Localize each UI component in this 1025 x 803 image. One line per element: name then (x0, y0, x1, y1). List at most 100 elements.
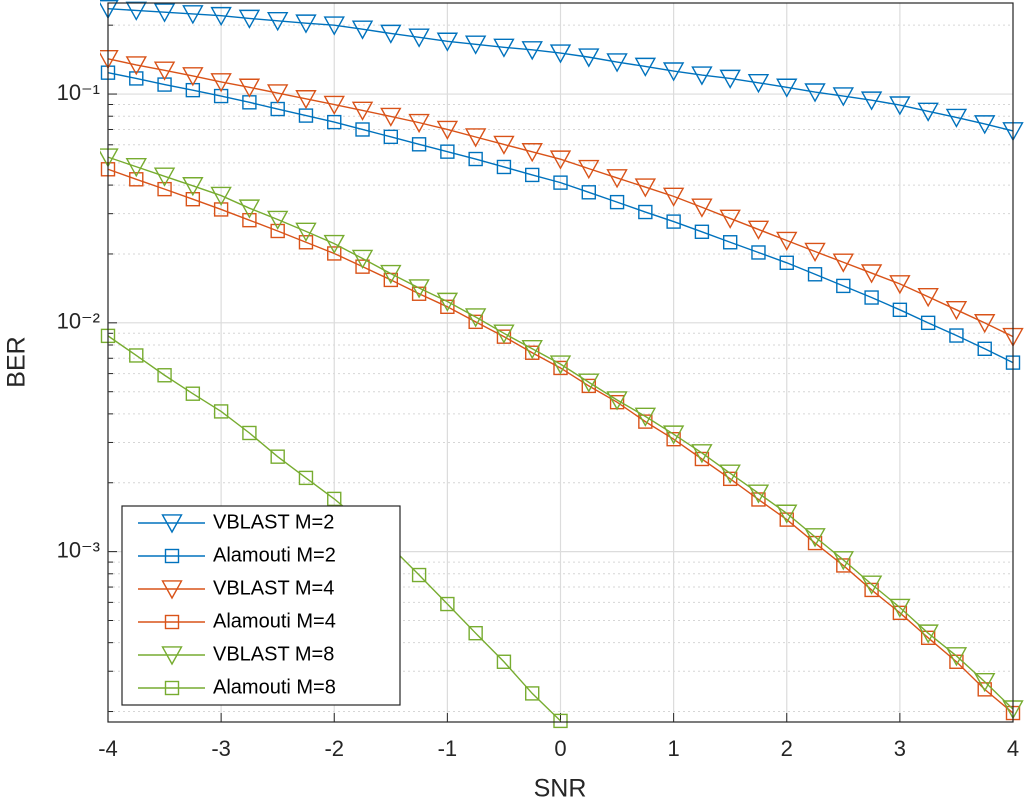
marker (129, 71, 144, 86)
marker (889, 96, 911, 116)
marker (691, 66, 713, 86)
marker (776, 504, 798, 524)
legend-label: VBLAST M=4 (213, 577, 334, 599)
marker (242, 425, 257, 441)
marker (125, 56, 147, 76)
legend-label: Alamouti M=2 (213, 544, 336, 566)
marker (662, 425, 685, 445)
marker (161, 580, 183, 600)
marker (496, 654, 512, 669)
marker (323, 95, 345, 115)
x-tick-label: -1 (438, 736, 458, 761)
marker (691, 198, 713, 218)
marker (464, 35, 487, 55)
marker (581, 185, 596, 200)
x-tick-label: -2 (324, 736, 344, 761)
marker (974, 672, 996, 693)
marker (380, 24, 402, 44)
marker (776, 78, 798, 98)
marker (945, 301, 968, 321)
marker (161, 646, 183, 666)
marker (440, 596, 455, 612)
marker (295, 222, 317, 242)
marker (270, 449, 285, 464)
marker (634, 57, 657, 77)
marker (125, 1, 147, 21)
marker (945, 647, 968, 667)
marker (355, 259, 370, 274)
marker (295, 90, 317, 110)
marker (153, 3, 176, 23)
marker (153, 61, 176, 81)
marker (606, 53, 628, 73)
marker (606, 391, 628, 411)
marker (553, 713, 568, 729)
marker (549, 150, 572, 170)
x-tick-label: 1 (668, 736, 680, 761)
marker (634, 407, 657, 427)
marker (836, 278, 851, 294)
marker (832, 551, 855, 571)
marker (161, 514, 183, 534)
marker (974, 314, 996, 334)
marker (917, 102, 939, 122)
legend-label: Alamouti M=8 (213, 676, 336, 698)
marker (238, 9, 261, 29)
legend-label: Alamouti M=4 (213, 610, 336, 632)
marker (210, 186, 232, 207)
marker (411, 567, 427, 583)
legend: VBLAST M=2 Alamouti M=2 VBLAST M=4 Alamouti… (121, 505, 401, 706)
marker (440, 299, 455, 315)
marker (691, 444, 713, 464)
series-line (107, 58, 1014, 338)
marker (949, 328, 964, 343)
marker (436, 32, 459, 52)
marker (694, 224, 710, 239)
series-line (107, 71, 1014, 364)
marker (100, 0, 119, 20)
marker (351, 101, 374, 121)
marker (662, 187, 685, 207)
marker (210, 73, 232, 93)
marker (464, 128, 487, 148)
y-tick-label: 10⁻³ (57, 537, 100, 562)
x-tick-label: -3 (211, 736, 231, 761)
marker (920, 315, 936, 331)
marker (213, 404, 229, 419)
marker (719, 69, 741, 89)
marker (864, 290, 879, 305)
series-line (107, 8, 1014, 132)
legend-label: VBLAST M=8 (213, 643, 334, 665)
marker (804, 242, 826, 262)
marker (974, 115, 996, 135)
marker (553, 175, 568, 190)
marker (238, 199, 261, 219)
marker (751, 245, 766, 260)
marker (860, 91, 883, 111)
marker (464, 308, 487, 328)
marker (129, 348, 144, 363)
marker (807, 267, 823, 282)
x-tick-label: -4 (98, 736, 118, 761)
marker (578, 48, 600, 68)
marker (468, 314, 483, 330)
marker (266, 84, 289, 104)
marker (213, 202, 229, 217)
x-tick-label: 0 (554, 736, 566, 761)
marker (327, 246, 342, 261)
marker (327, 491, 342, 507)
x-axis-label: SNR (534, 775, 587, 803)
marker (411, 137, 427, 152)
marker (917, 287, 939, 308)
marker (408, 113, 430, 134)
marker (889, 275, 911, 295)
x-tick-label: 3 (894, 736, 906, 761)
marker (270, 223, 285, 239)
marker (380, 107, 402, 127)
labels: 10⁻³ 10⁻² 10⁻¹ -4 -3 -2 -1 0 1 2 3 4 (57, 80, 1020, 761)
marker (719, 464, 741, 484)
y-axis-label: BER (3, 336, 31, 387)
marker (323, 234, 345, 255)
series-layer (100, 0, 1024, 729)
marker (662, 62, 685, 82)
